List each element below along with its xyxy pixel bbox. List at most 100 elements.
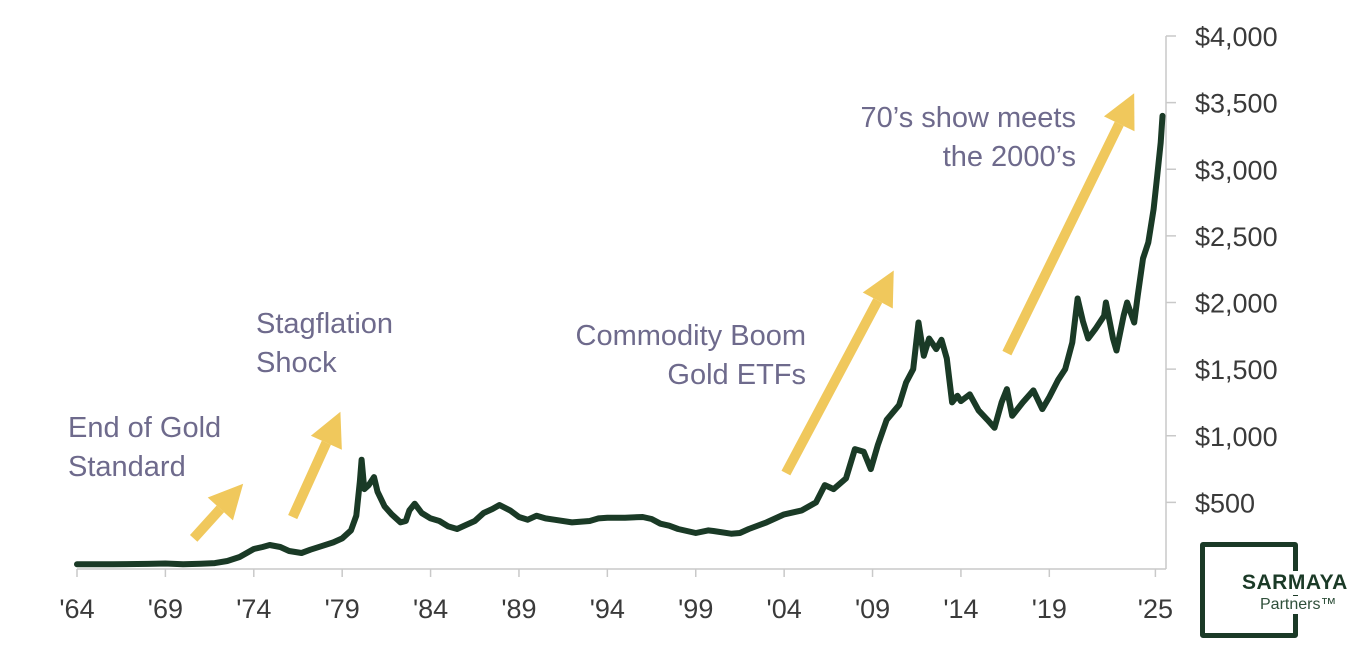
price-point xyxy=(244,550,250,556)
price-point xyxy=(875,442,881,448)
price-point xyxy=(366,482,372,488)
price-point xyxy=(406,507,412,513)
price-point xyxy=(884,417,890,423)
price-point xyxy=(1154,173,1160,179)
price-point xyxy=(1009,413,1015,419)
price-point xyxy=(728,531,734,537)
price-point xyxy=(299,550,304,556)
price-point xyxy=(1030,387,1036,393)
price-point xyxy=(1121,313,1127,319)
arrow-head xyxy=(862,270,894,309)
price-point xyxy=(348,527,354,533)
price-point xyxy=(74,561,80,567)
price-point xyxy=(569,519,575,525)
annotations: End of Gold Standard Stagflation Shock Commo… xyxy=(68,102,1076,483)
price-point xyxy=(746,526,752,532)
x-tick-label: '94 xyxy=(590,594,625,624)
y-tick-label: $3,000 xyxy=(1195,155,1278,185)
price-point xyxy=(813,499,819,505)
y-tick-label: $4,000 xyxy=(1195,22,1278,52)
price-point xyxy=(852,446,858,452)
price-line xyxy=(74,112,1166,568)
price-point xyxy=(1135,293,1141,299)
annotation-text: Shock xyxy=(256,347,337,379)
x-tick-label: '74 xyxy=(236,594,271,624)
price-point xyxy=(976,407,982,413)
price-point xyxy=(534,513,540,519)
arrow-head xyxy=(1103,93,1135,132)
annotation-text: 70’s show meets xyxy=(861,102,1076,134)
price-point xyxy=(330,539,336,545)
annotation-text: the 2000’s xyxy=(943,141,1076,173)
price-point xyxy=(260,544,266,550)
price-point xyxy=(1131,320,1137,325)
price-point xyxy=(1020,399,1026,405)
price-point xyxy=(251,546,257,552)
price-point xyxy=(1151,206,1157,212)
price-point xyxy=(454,526,460,532)
price-point xyxy=(939,337,944,343)
price-point xyxy=(868,466,874,472)
price-point xyxy=(375,489,380,495)
price-point xyxy=(843,475,849,481)
price-point xyxy=(764,519,769,525)
price-point xyxy=(551,517,557,523)
x-tick-label: '69 xyxy=(148,594,183,624)
price-point xyxy=(1124,300,1130,305)
annotation-text: Stagflation xyxy=(256,308,393,340)
price-point xyxy=(1160,113,1165,119)
price-point xyxy=(1158,140,1164,146)
price-point xyxy=(198,561,204,567)
price-point xyxy=(1039,406,1045,412)
x-tick-label: '79 xyxy=(325,594,360,624)
y-tick-label: $500 xyxy=(1195,488,1255,518)
price-point xyxy=(921,353,927,359)
price-point xyxy=(525,517,531,523)
price-point xyxy=(516,514,522,520)
price-point xyxy=(403,518,409,524)
price-point xyxy=(916,320,921,325)
price-point xyxy=(277,544,283,550)
price-point xyxy=(1046,394,1052,400)
price-point xyxy=(604,515,610,521)
price-point xyxy=(896,402,902,408)
x-tick-label: '25 xyxy=(1138,594,1173,624)
x-tick-label: '99 xyxy=(678,594,713,624)
price-point xyxy=(428,515,434,521)
price-point xyxy=(1145,240,1151,245)
price-point xyxy=(640,514,646,520)
arrow-shaft xyxy=(781,298,883,476)
x-tick-label: '84 xyxy=(413,594,448,624)
price-point xyxy=(371,474,377,480)
price-point xyxy=(361,486,367,492)
price-point xyxy=(984,417,990,423)
price-point xyxy=(267,542,273,548)
y-tick-label: $3,500 xyxy=(1195,89,1278,119)
price-point xyxy=(1092,326,1098,332)
y-tick-label: $1,000 xyxy=(1195,422,1278,452)
arrow-shaft xyxy=(189,505,225,542)
price-point xyxy=(999,399,1005,405)
price-point xyxy=(649,516,655,522)
price-point xyxy=(705,527,711,533)
price-point xyxy=(307,547,313,553)
price-point xyxy=(1004,386,1010,392)
y-axis-tick-labels: $500 $1,000 $1,500 $2,000 $2,500 $3,000 $3,500… xyxy=(1166,22,1278,518)
price-point xyxy=(926,336,932,341)
x-tick-label: '89 xyxy=(501,594,536,624)
price-point xyxy=(903,380,909,385)
price-point xyxy=(359,457,365,463)
price-point xyxy=(693,530,699,536)
price-point xyxy=(944,356,950,361)
price-point xyxy=(622,515,628,521)
price-point xyxy=(507,507,513,513)
price-point xyxy=(949,399,955,405)
y-tick-label: $1,500 xyxy=(1195,355,1278,385)
logo-subtitle: Partners™ xyxy=(1258,596,1339,614)
price-point xyxy=(445,523,451,529)
annotation-text: End of Gold xyxy=(68,412,221,444)
annotation-arrows xyxy=(189,93,1135,542)
price-point xyxy=(1075,296,1081,301)
arrow-head xyxy=(207,483,244,521)
price-point xyxy=(463,522,469,528)
